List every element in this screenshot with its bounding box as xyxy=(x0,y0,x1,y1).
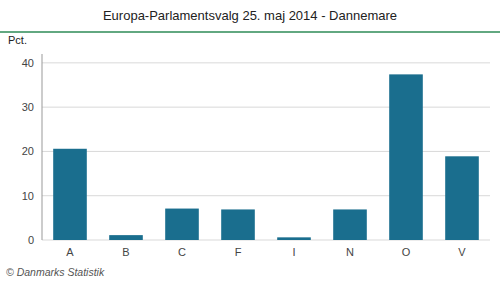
x-tick-label: O xyxy=(402,246,411,258)
title: Europa-Parlamentsvalg 25. maj 2014 - Dan… xyxy=(103,8,397,23)
chart-svg: Europa-Parlamentsvalg 25. maj 2014 - Dan… xyxy=(0,0,500,282)
bar xyxy=(277,237,311,240)
x-tick-label: C xyxy=(178,246,186,258)
page: {"chart_data": {"type": "bar", "title": … xyxy=(0,0,500,282)
y-tick-label: 10 xyxy=(22,190,34,202)
x-tick-label: N xyxy=(346,246,354,258)
grid-line xyxy=(42,62,490,63)
y-grid xyxy=(42,63,490,240)
bar xyxy=(445,156,479,240)
footer: © Danmarks Statistik xyxy=(6,266,105,278)
bar xyxy=(53,149,87,240)
y-axis-label: Pct. xyxy=(8,34,27,46)
y-tick-label: 0 xyxy=(28,234,34,246)
y-tick-label: 40 xyxy=(22,57,34,69)
y-tick-label: 30 xyxy=(22,101,34,113)
x-tick-label: A xyxy=(66,246,74,258)
bar xyxy=(165,209,199,240)
y-tick-label: 20 xyxy=(22,145,34,157)
bar xyxy=(389,74,423,240)
y-axis-line xyxy=(42,54,43,240)
x-tick-label: I xyxy=(292,246,295,258)
bar xyxy=(333,209,367,240)
bars xyxy=(53,74,479,240)
chart-container: Europa-Parlamentsvalg 25. maj 2014 - Dan… xyxy=(0,0,500,282)
x-tick-label: V xyxy=(458,246,466,258)
bar xyxy=(109,235,143,240)
title-rule xyxy=(0,31,500,33)
x-tick-label: F xyxy=(235,246,242,258)
bar xyxy=(221,209,255,240)
x-tick-label: B xyxy=(122,246,129,258)
